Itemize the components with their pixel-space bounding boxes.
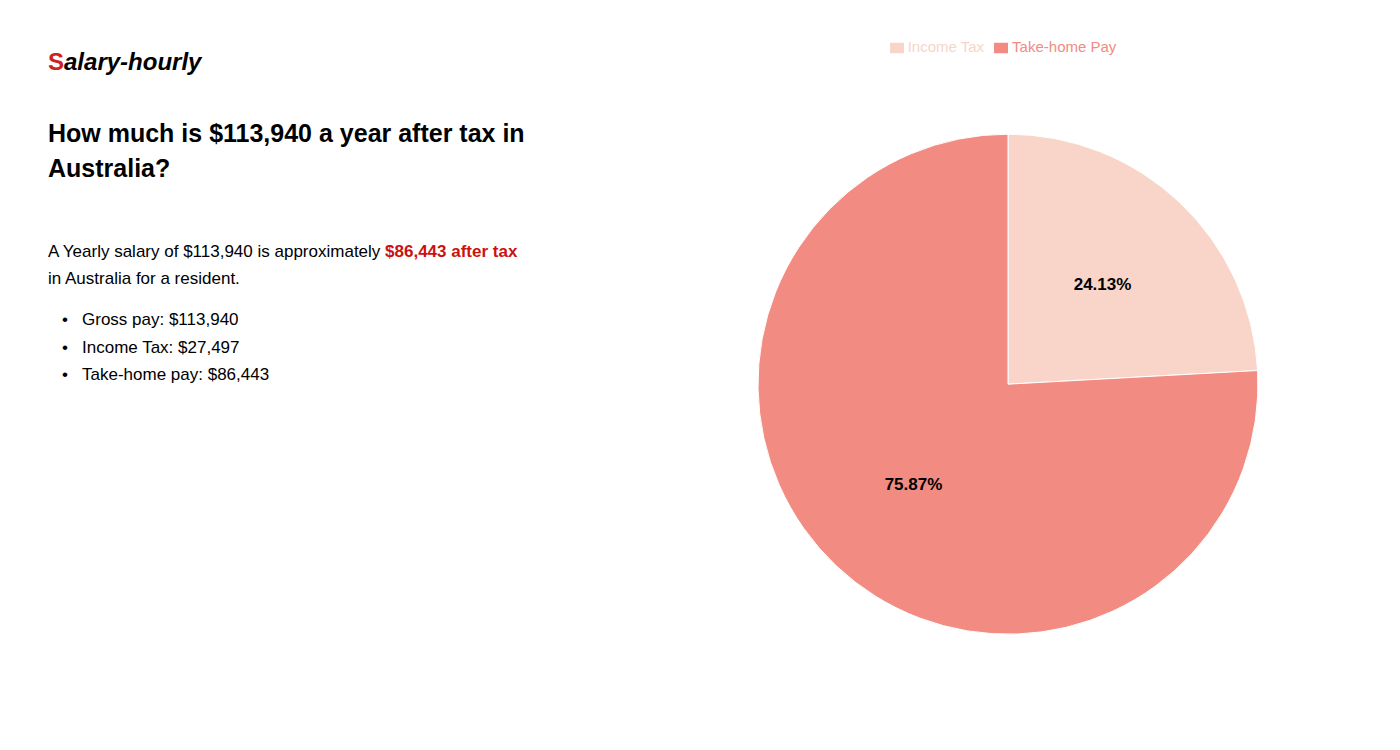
html-text:A Yearly salary of $113,940 is: A Yearly salary of $113,940 is approxima… bbox=[48, 242, 518, 261]
svg-text:75.87%: 75.87% bbox=[885, 475, 943, 494]
html-text:Income Tax: Income Tax bbox=[907, 38, 985, 55]
html-text:Gross pay: $113,940: Gross pay: $113,940 bbox=[82, 310, 239, 330]
svg-text:24.13%: 24.13% bbox=[1074, 275, 1132, 294]
html-text:in Australia for a resident.: in Australia for a resident. bbox=[48, 269, 240, 289]
html-text:How much is $113,940 a year af: How much is $113,940 a year after tax in… bbox=[48, 119, 525, 182]
html-text:S alary-hourly: S alary-hourly bbox=[48, 48, 202, 75]
html-text:Take-home Pay: Take-home Pay bbox=[1012, 38, 1117, 55]
html-text:Take-home pay: $86,443: Take-home pay: $86,443 bbox=[82, 364, 270, 384]
html-text:Income Tax: $27,497: Income Tax: $27,497 bbox=[82, 337, 240, 357]
